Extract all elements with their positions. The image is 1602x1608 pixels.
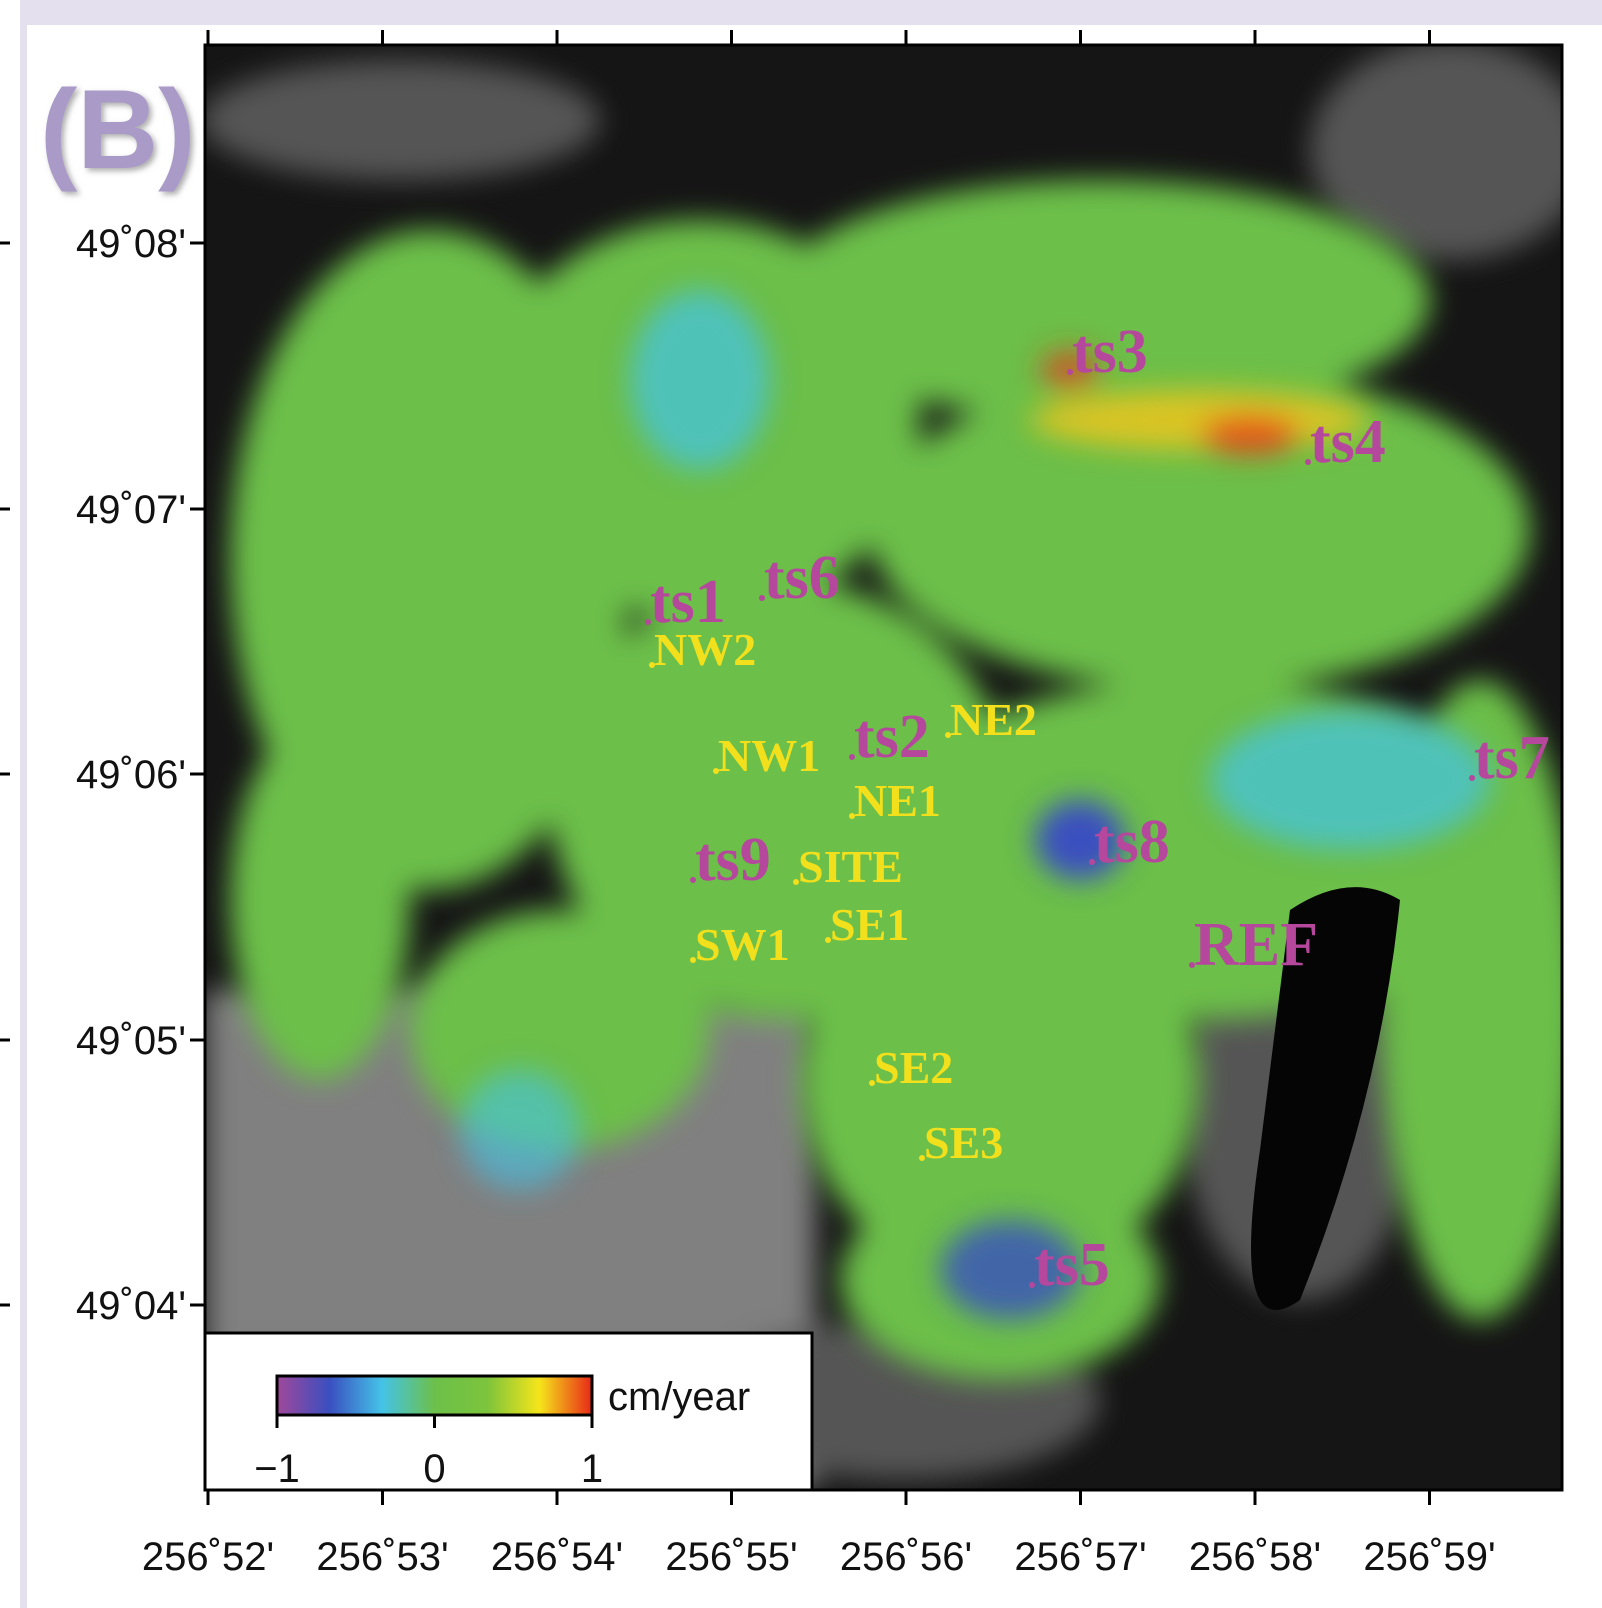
colorbar-unit: cm/year: [608, 1375, 750, 1419]
legend: cm/year −1 0 1: [205, 1333, 812, 1491]
site-label: ts9: [695, 826, 771, 894]
lon-tick-label: 256˚56': [840, 1535, 972, 1579]
site-label: ts8: [1094, 808, 1170, 876]
panel-label: (B): [40, 67, 195, 192]
lon-tick-label: 256˚59': [1363, 1535, 1495, 1579]
site-label: SW1: [695, 919, 790, 970]
site-label: SE1: [830, 899, 909, 950]
site-label: NW2: [654, 624, 756, 675]
lon-tick-label: 256˚58': [1189, 1535, 1321, 1579]
lon-tick-label: 256˚52': [142, 1535, 274, 1579]
site-label: SE3: [924, 1117, 1003, 1168]
site-label: ts4: [1310, 408, 1386, 476]
site-label: NE1: [854, 775, 941, 826]
site-label: ts5: [1034, 1231, 1110, 1299]
lat-tick-label: 49˚05': [76, 1019, 186, 1063]
site-label: SITE: [798, 841, 903, 892]
site-label: ts7: [1474, 724, 1550, 792]
lat-tick-label: 49˚04': [76, 1284, 186, 1328]
site-label: NE2: [950, 694, 1037, 745]
page: (B) cm/year −1 0 1 49˚08' 49˚07' 49˚06' 49˚05…: [0, 0, 1602, 1608]
site-label: ts2: [854, 703, 930, 771]
site-label: SE2: [874, 1042, 953, 1093]
prev-panel: [0, 0, 20, 1608]
site-label: ts6: [764, 544, 840, 612]
site-label: NW1: [718, 730, 820, 781]
lon-tick-label: 256˚57': [1014, 1535, 1146, 1579]
lon-tick-label: 256˚53': [316, 1535, 448, 1579]
colorbar-tick-label: −1: [254, 1447, 300, 1491]
site-label: ts3: [1072, 318, 1148, 386]
lon-tick-label: 256˚54': [491, 1535, 623, 1579]
colorbar: [277, 1376, 592, 1415]
site-label: REF: [1194, 911, 1318, 979]
colorbar-tick-label: 0: [423, 1447, 445, 1491]
lat-tick-label: 49˚07': [76, 488, 186, 532]
lon-tick-label: 256˚55': [665, 1535, 797, 1579]
lat-tick-label: 49˚08': [76, 222, 186, 266]
colorbar-tick-label: 1: [581, 1447, 603, 1491]
lat-tick-label: 49˚06': [76, 753, 186, 797]
